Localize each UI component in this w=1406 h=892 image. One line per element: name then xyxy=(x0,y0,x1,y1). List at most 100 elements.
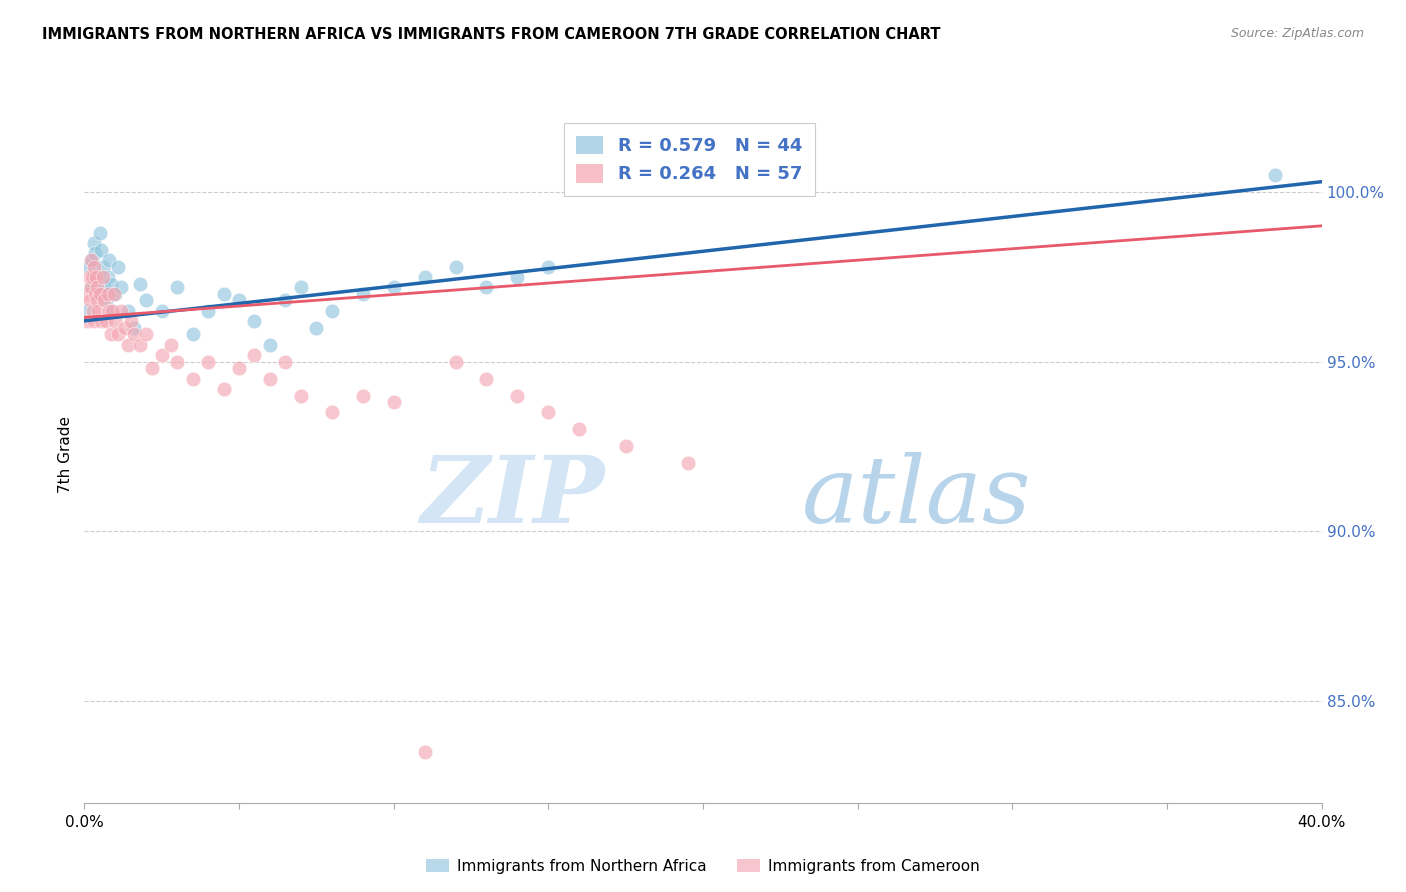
Point xyxy=(160,337,183,351)
Point xyxy=(77,269,100,284)
Point xyxy=(84,286,107,301)
Point xyxy=(117,303,139,318)
Legend: R = 0.579   N = 44, R = 0.264   N = 57: R = 0.579 N = 44, R = 0.264 N = 57 xyxy=(564,123,814,196)
Point xyxy=(197,354,219,368)
Point xyxy=(413,269,436,284)
Point xyxy=(90,243,112,257)
Point xyxy=(76,303,98,318)
Point xyxy=(82,252,104,267)
Point xyxy=(107,260,129,274)
Text: atlas: atlas xyxy=(801,451,1032,541)
Point xyxy=(97,286,120,301)
Point xyxy=(101,303,124,318)
Point xyxy=(150,303,173,318)
Point xyxy=(141,361,163,376)
Point xyxy=(259,337,281,351)
Point xyxy=(100,277,122,291)
Point xyxy=(87,303,110,318)
Point xyxy=(676,457,699,471)
Point xyxy=(104,286,127,301)
Point xyxy=(274,354,297,368)
Point xyxy=(90,314,112,328)
Point xyxy=(110,303,132,318)
Point xyxy=(166,354,188,368)
Point xyxy=(79,293,101,308)
Point xyxy=(352,388,374,402)
Point xyxy=(114,320,136,334)
Point xyxy=(321,405,343,419)
Legend: Immigrants from Northern Africa, Immigrants from Cameroon: Immigrants from Northern Africa, Immigra… xyxy=(420,853,986,880)
Point xyxy=(197,303,219,318)
Point xyxy=(475,280,498,294)
Text: Source: ZipAtlas.com: Source: ZipAtlas.com xyxy=(1230,27,1364,40)
Point xyxy=(93,280,115,294)
Point xyxy=(290,280,312,294)
Point xyxy=(413,745,436,759)
Point xyxy=(100,327,122,342)
Point xyxy=(1264,168,1286,182)
Point xyxy=(243,348,266,362)
Point xyxy=(98,303,121,318)
Point xyxy=(87,286,110,301)
Point xyxy=(80,252,103,267)
Point xyxy=(122,320,145,334)
Point xyxy=(228,361,250,376)
Point xyxy=(104,314,127,328)
Point xyxy=(86,293,108,308)
Text: IMMIGRANTS FROM NORTHERN AFRICA VS IMMIGRANTS FROM CAMEROON 7TH GRADE CORRELATIO: IMMIGRANTS FROM NORTHERN AFRICA VS IMMIG… xyxy=(42,27,941,42)
Point xyxy=(83,235,105,250)
Point xyxy=(94,293,117,308)
Point xyxy=(83,260,105,274)
Point xyxy=(243,314,266,328)
Point xyxy=(86,280,108,294)
Point xyxy=(122,327,145,342)
Point xyxy=(135,293,157,308)
Point xyxy=(93,293,115,308)
Point xyxy=(614,439,637,453)
Y-axis label: 7th Grade: 7th Grade xyxy=(58,417,73,493)
Point xyxy=(537,405,560,419)
Point xyxy=(444,354,467,368)
Point xyxy=(120,314,142,328)
Point xyxy=(166,280,188,294)
Point xyxy=(97,269,120,284)
Point xyxy=(228,293,250,308)
Point xyxy=(82,303,104,318)
Point xyxy=(537,260,560,274)
Point xyxy=(475,371,498,385)
Point xyxy=(444,260,467,274)
Point xyxy=(212,382,235,396)
Point xyxy=(259,371,281,385)
Point xyxy=(117,337,139,351)
Point xyxy=(83,314,105,328)
Point xyxy=(86,269,108,284)
Point xyxy=(321,303,343,318)
Point xyxy=(274,293,297,308)
Point xyxy=(107,327,129,342)
Text: ZIP: ZIP xyxy=(420,451,605,541)
Point xyxy=(212,286,235,301)
Point xyxy=(352,286,374,301)
Point xyxy=(568,422,591,436)
Point xyxy=(82,269,104,284)
Point xyxy=(94,314,117,328)
Point xyxy=(110,280,132,294)
Point xyxy=(150,348,173,362)
Point xyxy=(129,277,152,291)
Point xyxy=(77,286,100,301)
Point xyxy=(98,252,121,267)
Point xyxy=(76,314,98,328)
Point xyxy=(77,260,100,274)
Point xyxy=(290,388,312,402)
Point xyxy=(135,327,157,342)
Point xyxy=(101,303,124,318)
Point xyxy=(129,337,152,351)
Point xyxy=(89,226,111,240)
Point xyxy=(506,269,529,284)
Point xyxy=(382,280,405,294)
Point xyxy=(181,327,204,342)
Point xyxy=(79,280,101,294)
Point xyxy=(103,286,125,301)
Point xyxy=(84,246,107,260)
Point xyxy=(84,269,107,284)
